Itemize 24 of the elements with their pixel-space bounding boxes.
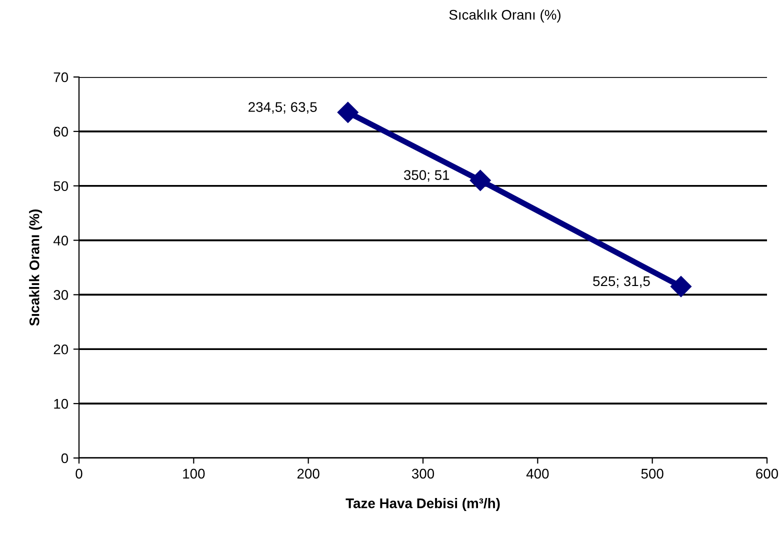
y-tick-label: 10 bbox=[54, 398, 68, 409]
y-tick-label: 30 bbox=[54, 290, 68, 300]
x-tick-label: 600 bbox=[756, 468, 778, 479]
y-axis-title: Sıcaklık Oranı (%) bbox=[29, 210, 42, 326]
x-tick-label: 400 bbox=[526, 468, 549, 479]
x-axis-title: Taze Hava Debisi (m³/h) bbox=[346, 498, 500, 511]
x-tick-label: 0 bbox=[76, 468, 82, 479]
y-tick-label: 70 bbox=[54, 72, 68, 82]
data-label: 234,5; 63,5 bbox=[248, 102, 317, 114]
point bbox=[337, 102, 358, 123]
y-tick-label: 60 bbox=[54, 126, 68, 137]
x-tick-label: 200 bbox=[297, 468, 320, 479]
y-tick-label: 50 bbox=[54, 181, 68, 192]
y-tick-label: 40 bbox=[53, 236, 68, 246]
x-tick-label: 100 bbox=[183, 468, 205, 479]
y-tick-label: 20 bbox=[54, 344, 68, 354]
x-tick-label: 300 bbox=[412, 468, 434, 479]
y-tick-label: 0 bbox=[61, 453, 68, 464]
chart-title: Sıcaklık Oranı (%) bbox=[449, 10, 560, 22]
point bbox=[470, 170, 491, 191]
x-tick-label: 500 bbox=[641, 468, 664, 479]
data-label: 525; 31,5 bbox=[593, 276, 650, 288]
point bbox=[670, 276, 692, 298]
data-label: 350; 51 bbox=[404, 170, 450, 182]
